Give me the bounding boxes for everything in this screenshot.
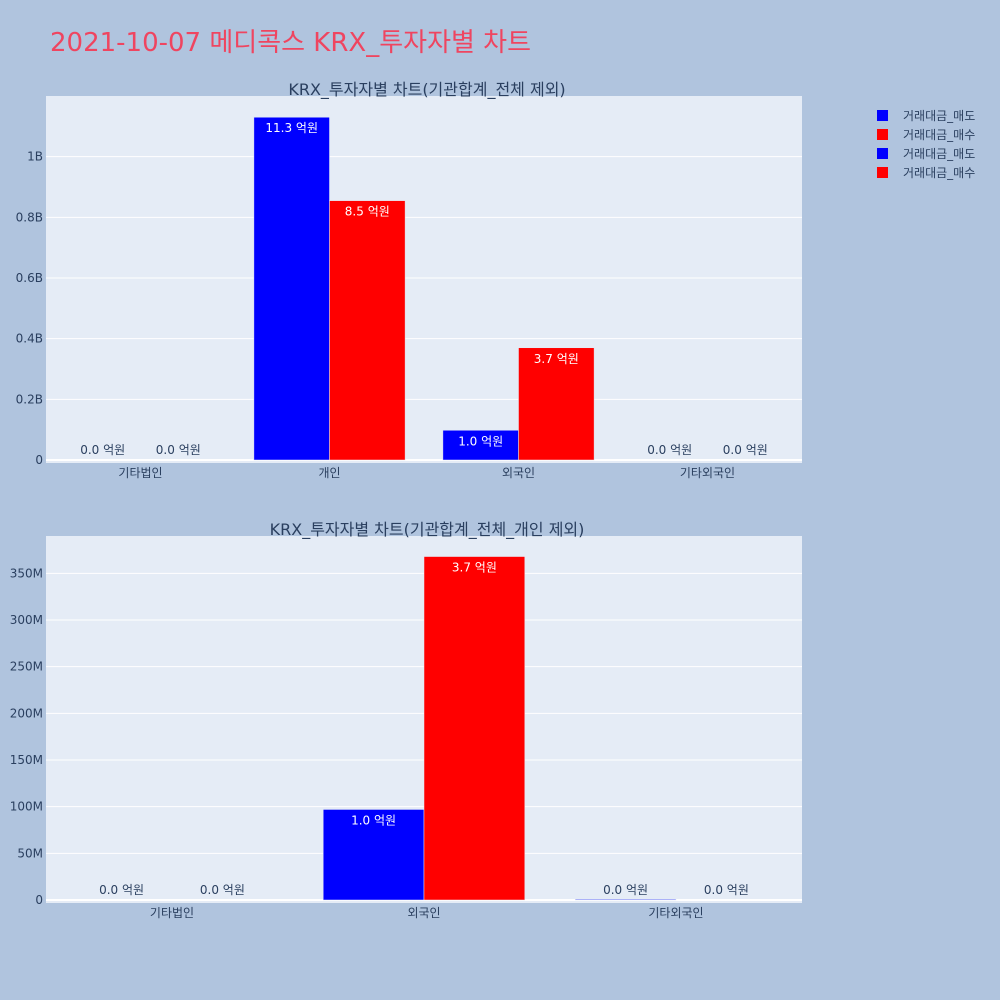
- y-tick-label: 250M: [10, 660, 43, 674]
- legend-label: 거래대금_매수: [903, 128, 975, 142]
- y-tick-label: 100M: [10, 800, 43, 814]
- bar: [322, 809, 425, 901]
- y-tick-label: 150M: [10, 753, 43, 767]
- legend-swatch: [877, 129, 888, 140]
- legend-swatch: [877, 110, 888, 121]
- legend-label: 거래대금_매도: [903, 109, 975, 123]
- data-label: 1.0 억원: [458, 434, 503, 448]
- charts-layer: 0 0.2B 0.4B 0.6B 0.8B 1B KRX_투자자별 차트(기관합계_전체 제…: [10, 80, 802, 920]
- bar: [253, 116, 330, 461]
- data-label: 11.3 억원: [265, 121, 318, 135]
- x-tick-label: 외국인: [502, 466, 535, 480]
- data-label: 3.7 억원: [452, 561, 497, 575]
- y-tick-label: 0.2B: [16, 392, 43, 406]
- y-tick-label: 0.8B: [16, 210, 43, 224]
- data-label: 8.5 억원: [345, 205, 390, 219]
- legend-label: 거래대금_매도: [903, 147, 975, 161]
- x-tick-label: 기타외국인: [648, 906, 703, 920]
- data-label: 0.0 억원: [603, 883, 648, 897]
- data-label: 0.0 억원: [99, 883, 144, 897]
- chart-title: KRX_투자자별 차트(기관합계_전체 제외): [288, 80, 565, 100]
- data-label: 0.0 억원: [704, 883, 749, 897]
- y-tick-label: 1B: [27, 150, 43, 164]
- y-tick-label: 0.6B: [16, 271, 43, 285]
- data-label: 0.0 억원: [200, 883, 245, 897]
- data-label: 0.0 억원: [723, 443, 768, 457]
- bar: [574, 899, 677, 901]
- data-label: 0.0 억원: [156, 443, 201, 457]
- data-label: 1.0 억원: [351, 813, 396, 827]
- chart-title: KRX_투자자별 차트(기관합계_전체_개인 제외): [270, 520, 585, 540]
- y-tick-label: 0.4B: [16, 332, 43, 346]
- legend-label: 거래대금_매수: [903, 166, 975, 180]
- y-tick-label: 200M: [10, 706, 43, 720]
- x-tick-label: 개인: [318, 466, 340, 480]
- bar: [423, 556, 526, 901]
- data-label: 3.7 억원: [534, 352, 579, 366]
- legend-swatch: [877, 167, 888, 178]
- x-tick-label: 기타법인: [150, 906, 194, 920]
- y-tick-label: 300M: [10, 613, 43, 627]
- y-tick-label: 0: [35, 453, 43, 467]
- x-tick-label: 기타법인: [118, 466, 162, 480]
- bar: [518, 347, 595, 461]
- chart-panel-2: 0 50M 100M 150M 200M 250M 300M 350M KRX_투자자별 차트(…: [10, 520, 802, 920]
- y-tick-label: 0: [35, 893, 43, 907]
- y-tick-label: 350M: [10, 566, 43, 580]
- data-label: 0.0 억원: [647, 443, 692, 457]
- plot-area: [46, 96, 802, 463]
- page-title: 2021-10-07 메디콕스 KRX_투자자별 차트: [50, 28, 532, 58]
- x-tick-label: 기타외국인: [680, 466, 735, 480]
- x-tick-label: 외국인: [407, 906, 440, 920]
- data-label: 0.0 억원: [80, 443, 125, 457]
- legend-swatch: [877, 148, 888, 159]
- chart-panel-1: 0 0.2B 0.4B 0.6B 0.8B 1B KRX_투자자별 차트(기관합계_전체 제…: [16, 80, 802, 480]
- bar: [329, 200, 406, 461]
- y-tick-label: 50M: [17, 846, 43, 860]
